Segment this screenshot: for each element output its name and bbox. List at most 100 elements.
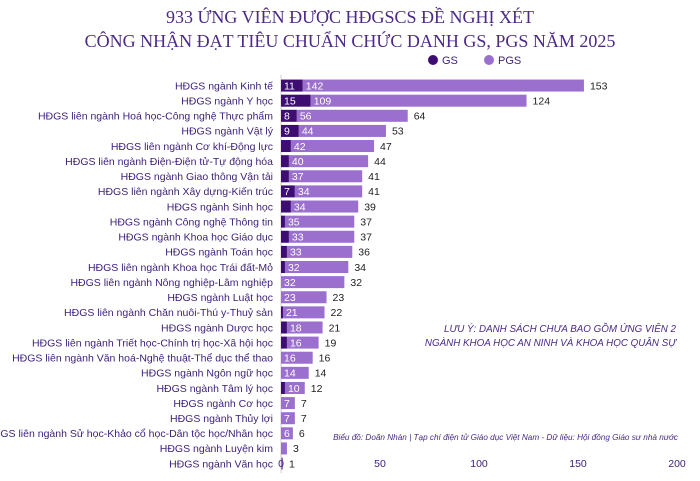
bar-label-pgs: 16 (290, 337, 302, 349)
bar-total-label: 44 (374, 156, 386, 168)
bar-row: HĐGS liên ngành Cơ khí-Động lực 42 47 (111, 140, 392, 153)
bar-row: HĐGS liên ngành Văn hoá-Nghệ thuật-Thể d… (12, 351, 331, 365)
bar-pgs (284, 381, 305, 394)
x-tick-label: 0 (278, 458, 284, 470)
bar-row: HĐGS ngành Vật lý 9 44 53 (181, 124, 404, 138)
annotation-line-2: NGÀNH KHOA HỌC AN NINH VÀ KHOA HỌC QUÂN … (425, 338, 677, 349)
bar-label-pgs: 18 (290, 322, 302, 334)
bar-label-pgs: 34 (298, 186, 310, 198)
category-label: HĐGS ngành Dược học (161, 322, 273, 334)
bar-total-label: 19 (325, 337, 337, 349)
bar-total-label: 32 (350, 277, 362, 289)
bar-row: HĐGS ngành Thủy lợi 7 7 (170, 412, 307, 425)
bar-label-pgs: 33 (290, 247, 302, 259)
bar-label-gs: 11 (284, 80, 295, 92)
bar-row: HĐGS liên ngành Điện-Điện tử-Tự động hóa… (65, 155, 386, 168)
bar-label-pgs: 40 (292, 156, 304, 168)
bar-row: HĐGS ngành Văn học 1 (169, 457, 295, 470)
x-tick-label: 150 (569, 458, 587, 470)
bar-label-pgs: 21 (286, 307, 298, 319)
x-tick-label: 50 (374, 458, 386, 470)
bar-label-pgs: 32 (284, 277, 296, 289)
bar-total-label: 14 (315, 368, 327, 380)
bar-total-label: 153 (590, 80, 608, 92)
bar-row: HĐGS ngành Kinh tế 11 142 153 (175, 79, 608, 92)
chart-title: 933 ỨNG VIÊN ĐƯỢC HĐGSCS ĐỀ NGHỊ XÉT (166, 6, 534, 27)
bar-pgs (288, 155, 369, 168)
x-tick-label: 200 (668, 458, 686, 470)
bar-row: HĐGS ngành Công nghệ Thông tin 35 37 (110, 215, 372, 228)
bar-total-label: 37 (360, 232, 372, 244)
bar-gs (281, 185, 295, 198)
bar-label-pgs: 33 (292, 232, 304, 244)
bar-gs (281, 381, 285, 394)
category-label: HĐGS liên ngành Cơ khí-Động lực (111, 141, 273, 153)
bar-label-pgs: 7 (284, 398, 290, 410)
category-label: HĐGS ngành Khoa học Giáo dục (118, 232, 273, 244)
bar-total-label: 6 (299, 428, 305, 440)
bar-row: HĐGS ngành Khoa học Giáo dục 33 37 (118, 230, 372, 244)
bar-label-pgs: 16 (284, 353, 296, 365)
annotation-line-1: LƯU Ý: DANH SÁCH CHƯA BAO GỒM ỨNG VIÊN 2 (444, 323, 677, 335)
bar-label-pgs: 6 (284, 428, 290, 440)
bar-row: HĐGS liên ngành Khoa học Trái đất-Mỏ 32 34 (88, 261, 366, 274)
bar-row: HĐGS liên ngành Sử học-Khảo cổ học-Dân t… (0, 427, 305, 440)
category-label: HĐGS ngành Văn học (169, 458, 273, 470)
bar-gs (281, 79, 303, 92)
bar-pgs (310, 94, 527, 107)
bar-total-label: 64 (414, 111, 426, 123)
bar-pgs (281, 291, 327, 304)
category-label: HĐGS ngành Sinh học (167, 201, 273, 213)
bar-gs (281, 245, 287, 258)
category-label: HĐGS ngành Toán học (165, 247, 273, 259)
bar-pgs (290, 140, 375, 153)
category-label: HĐGS liên ngành Triết học-Chính trị học-… (32, 337, 273, 349)
bar-total-label: 47 (380, 141, 392, 153)
bar-label-pgs: 109 (314, 95, 332, 107)
bar-total-label: 53 (392, 126, 404, 138)
bar-row: HĐGS ngành Luật học 23 23 (167, 291, 344, 304)
bar-label-pgs: 34 (294, 201, 306, 213)
category-label: HĐGS liên ngành Hoá học-Công nghệ Thực p… (38, 111, 273, 123)
bar-pgs (286, 336, 319, 349)
bar-row: HĐGS ngành Y học 15 109 124 (181, 94, 550, 107)
bar-row: HĐGS ngành Dược học 18 21 (161, 321, 340, 334)
bar-label-pgs: 7 (284, 413, 290, 425)
bar-row: HĐGS ngành Ngôn ngữ học 14 14 (141, 366, 327, 380)
bar-pgs (281, 412, 295, 425)
bar-row: HĐGS liên ngành Hoá học-Công nghệ Thực p… (38, 109, 426, 123)
bar-row: HĐGS liên ngành Triết học-Chính trị học-… (32, 336, 337, 349)
category-label: HĐGS ngành Giao thông Vận tải (121, 171, 273, 183)
bar-pgs (284, 261, 349, 273)
bar-pgs (286, 245, 353, 258)
bar-label-pgs: 10 (288, 383, 300, 395)
bar-pgs (281, 397, 295, 410)
bar-label-gs: 7 (284, 186, 290, 198)
bar-label-gs: 9 (284, 126, 290, 138)
category-label: HĐGS liên ngành Văn hoá-Nghệ thuật-Thể d… (12, 353, 273, 365)
bar-total-label: 16 (319, 353, 331, 365)
bar-pgs (281, 457, 283, 470)
bar-total-label: 41 (368, 186, 380, 198)
category-label: HĐGS ngành Vật lý (181, 126, 273, 138)
bar-row: HĐGS liên ngành Xây dựng-Kiến trúc 7 34 41 (98, 185, 380, 198)
bar-total-label: 1 (289, 458, 295, 470)
bar-label-pgs: 37 (292, 171, 304, 183)
category-label: HĐGS ngành Luật học (167, 292, 273, 304)
bar-total-label: 34 (354, 262, 366, 274)
bar-pgs (296, 109, 408, 122)
bar-total-label: 23 (333, 292, 345, 304)
bar-total-label: 37 (360, 216, 372, 228)
bar-label-pgs: 44 (302, 126, 314, 138)
bar-gs (281, 306, 283, 319)
bar-gs (281, 215, 285, 228)
bar-label-pgs: 56 (300, 111, 312, 123)
bar-pgs (281, 276, 345, 289)
bar-pgs (281, 351, 313, 364)
legend-marker-pgs (484, 55, 494, 65)
bar-total-label: 22 (331, 307, 343, 319)
bar-gs (281, 140, 291, 153)
bar-total-label: 3 (293, 443, 299, 455)
